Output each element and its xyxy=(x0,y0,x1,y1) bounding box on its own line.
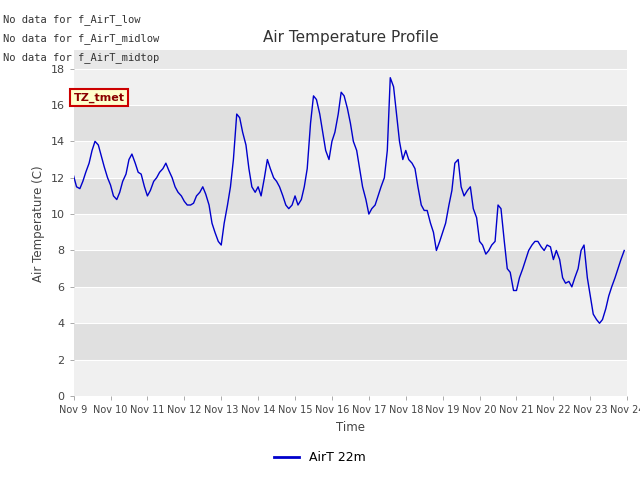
Bar xyxy=(74,214,627,251)
X-axis label: Time: Time xyxy=(336,420,365,433)
Y-axis label: Air Temperature (C): Air Temperature (C) xyxy=(32,165,45,281)
Text: TZ_tmet: TZ_tmet xyxy=(74,93,125,103)
Bar xyxy=(74,105,627,141)
Text: No data for f_AirT_midlow: No data for f_AirT_midlow xyxy=(3,33,159,44)
Bar xyxy=(74,323,627,360)
Bar xyxy=(74,251,627,287)
Text: No data for f_AirT_midtop: No data for f_AirT_midtop xyxy=(3,52,159,63)
Bar xyxy=(74,287,627,323)
Legend: AirT 22m: AirT 22m xyxy=(269,446,371,469)
Bar xyxy=(74,141,627,178)
Bar xyxy=(74,69,627,105)
Title: Air Temperature Profile: Air Temperature Profile xyxy=(262,30,438,45)
Bar xyxy=(74,178,627,214)
Text: No data for f_AirT_low: No data for f_AirT_low xyxy=(3,13,141,24)
Bar xyxy=(74,360,627,396)
